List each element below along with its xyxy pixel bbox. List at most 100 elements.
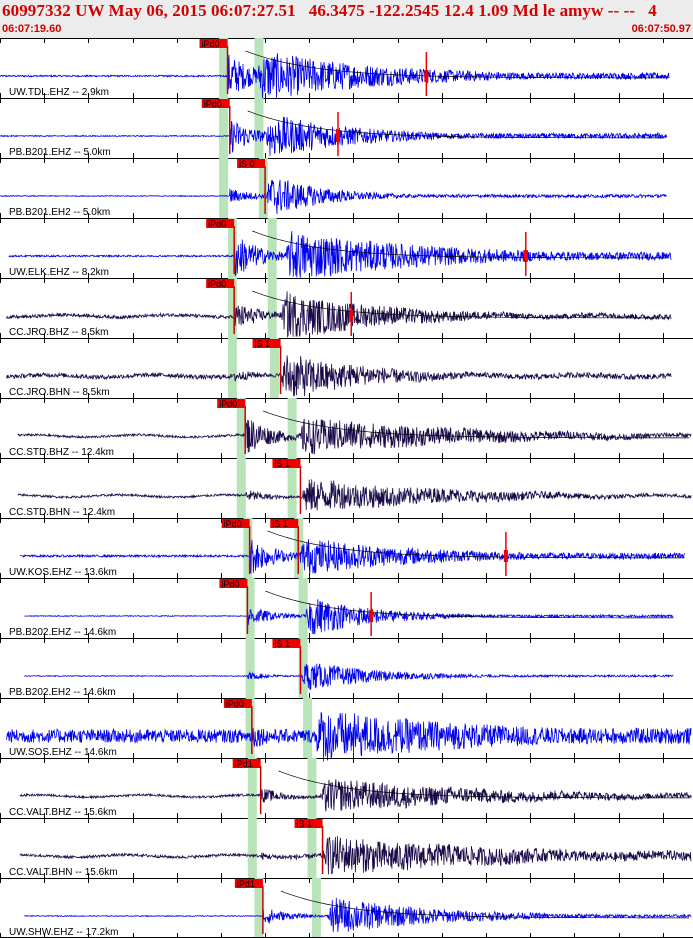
amplitude-marker-peak [335,130,340,142]
waveform-trace [24,897,692,933]
phase-pick-box [234,879,263,888]
amplitude-marker-peak [369,610,374,622]
trace-row: iPd0 PB.B202.EHZ -- 14.6km [0,578,693,638]
theoretical-p-band [236,398,246,458]
trace-row: iPd0 UW.TDL.EHZ -- 2.9km [0,38,693,101]
phase-pick-label: iPd0 [219,399,237,409]
seismogram-panel: iPd0 UW.TDL.EHZ -- 2.9km iPd0 PB.B201.EHZ -… [0,38,693,938]
phase-pick-label: iPd0 [204,99,222,109]
amplitude-marker-peak [503,550,508,562]
trace-row: iPd0 CC.STD.BHZ -- 12.4km [0,398,693,458]
coda-duration-curve [263,410,690,439]
theoretical-p-band [247,818,257,878]
trace-row: iS 1 CC.JRO.BHN -- 8.5km [0,338,693,398]
theoretical-s-band [267,278,277,338]
theoretical-s-band [287,398,297,458]
amplitude-marker-peak [349,310,354,322]
coda-duration-curve [247,110,665,139]
station-label: PB.B201.EHZ -- 5.0km [9,147,111,158]
coda-duration-curve [252,230,670,259]
theoretical-s-band [298,638,308,698]
amplitude-marker-peak [523,250,528,262]
theoretical-p-band [227,338,237,398]
waveform-trace [0,53,670,101]
phase-pick-box [206,279,235,288]
waveform-trace [19,779,692,812]
station-label: PB.B201.EH2 -- 5.0km [9,207,110,218]
phase-pick-box [201,99,230,108]
theoretical-p-band [219,38,229,98]
station-label: CC.JRO.BHN -- 8.5km [9,387,110,398]
theoretical-s-band [258,158,268,218]
theoretical-p-band [245,698,255,758]
station-label: CC.STD.BHN -- 12.4km [9,507,115,518]
phase-pick-box [221,519,250,528]
phase-pick-box [217,399,246,408]
theoretical-p-band [247,758,257,818]
trace-row: iPd0 iS 1 UW.KOS.EHZ -- 13.6km [0,518,693,578]
coda-duration-curve [245,50,669,79]
station-label: UW.KOS.EHZ -- 13.6km [9,567,117,578]
event-title: 60997332 UW May 06, 2015 06:07:27.51 46.… [2,1,657,20]
waveform-trace [19,539,685,574]
phase-pick-box [272,459,301,468]
phase-pick-box [294,819,323,828]
coda-duration-curve [265,590,674,619]
theoretical-s-band [287,458,297,518]
phase-pick-box [270,519,299,528]
theoretical-s-band [298,578,308,638]
waveform-trace [0,179,668,214]
theoretical-p-band [245,638,255,698]
waveform-trace [6,355,672,397]
waveform-trace [19,835,692,875]
theoretical-s-band [254,98,264,158]
trace-row: iS 1 PB.B202.EH2 -- 14.6km [0,638,693,698]
phase-pick-label: iS 0 [239,159,255,169]
theoretical-s-band [267,218,277,278]
phase-pick-box [237,159,266,168]
phase-pick-label: iS 1 [274,459,290,469]
phase-pick-box [199,39,228,48]
theoretical-s-band [311,878,321,938]
station-label: PB.B202.EHZ -- 14.6km [9,627,116,638]
event-header: 60997332 UW May 06, 2015 06:07:27.51 46.… [0,0,693,39]
phase-pick-label: iPd0 [202,39,220,49]
trace-row: iS 0 PB.B201.EH2 -- 5.0km [0,158,693,218]
trace-row: iPd0 CC.JRO.BHZ -- 8.5km [0,278,693,338]
trace-row: iPd0 PB.B201.EHZ -- 5.0km [0,98,693,158]
station-label: UW.ELK.EHZ -- 8.2km [9,267,109,278]
phase-pick-box [232,759,261,768]
trace-row: iPd1 CC.VALT.BHZ -- 15.6km [0,758,693,818]
waveform-trace [6,711,692,762]
coda-duration-curve [252,290,670,319]
phase-pick-box [206,219,235,228]
phase-pick-label: iS 1 [255,339,271,349]
station-label: CC.STD.BHZ -- 12.4km [9,447,114,458]
theoretical-p-band [236,458,246,518]
station-label: UW.TDL.EHZ -- 2.9km [9,87,109,98]
phase-pick-label: iPd0 [224,519,242,529]
phase-pick-label: iPd0 [208,279,226,289]
theoretical-s-band [269,338,279,398]
station-label: CC.JRO.BHZ -- 8.5km [9,327,108,338]
theoretical-s-band [307,758,317,818]
waveform-trace [8,231,672,278]
theoretical-p-band [227,278,237,338]
theoretical-p-band [254,878,264,938]
theoretical-p-band [245,578,255,638]
theoretical-p-band [219,98,229,158]
phase-pick-box [252,339,281,348]
theoretical-p-band [243,518,253,578]
waveform-trace [17,479,692,511]
trace-row: iS 1 CC.STD.BHN -- 12.4km [0,458,693,518]
station-label: CC.VALT.BHN -- 15.6km [9,867,118,878]
phase-pick-label: iS 1 [272,519,288,529]
phase-pick-box [219,579,248,588]
trace-row: iPd0 UW.SOS.EHZ -- 14.6km [0,698,693,762]
theoretical-p-band [227,218,237,278]
theoretical-p-band [219,158,229,218]
phase-pick-label: iPd0 [221,579,239,589]
coda-duration-curve [267,530,685,559]
window-start-time: 06:07:19.60 [2,23,62,35]
waveform-trace [0,116,668,156]
